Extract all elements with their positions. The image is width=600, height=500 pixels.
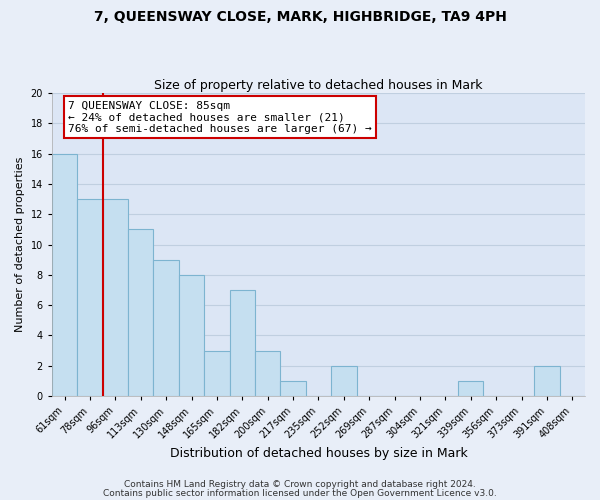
Bar [280, 381, 306, 396]
Bar [458, 381, 484, 396]
Bar [255, 350, 280, 396]
Bar [179, 275, 204, 396]
Text: 7, QUEENSWAY CLOSE, MARK, HIGHBRIDGE, TA9 4PH: 7, QUEENSWAY CLOSE, MARK, HIGHBRIDGE, TA… [94, 10, 506, 24]
Bar [128, 230, 154, 396]
Bar [230, 290, 255, 396]
Bar [331, 366, 356, 396]
Text: 7 QUEENSWAY CLOSE: 85sqm
← 24% of detached houses are smaller (21)
76% of semi-d: 7 QUEENSWAY CLOSE: 85sqm ← 24% of detach… [68, 100, 371, 134]
Y-axis label: Number of detached properties: Number of detached properties [15, 157, 25, 332]
Bar [52, 154, 77, 396]
Bar [103, 199, 128, 396]
Text: Contains public sector information licensed under the Open Government Licence v3: Contains public sector information licen… [103, 488, 497, 498]
Bar [77, 199, 103, 396]
Text: Contains HM Land Registry data © Crown copyright and database right 2024.: Contains HM Land Registry data © Crown c… [124, 480, 476, 489]
Bar [204, 350, 230, 396]
Bar [534, 366, 560, 396]
Bar [154, 260, 179, 396]
X-axis label: Distribution of detached houses by size in Mark: Distribution of detached houses by size … [170, 447, 467, 460]
Title: Size of property relative to detached houses in Mark: Size of property relative to detached ho… [154, 79, 483, 92]
